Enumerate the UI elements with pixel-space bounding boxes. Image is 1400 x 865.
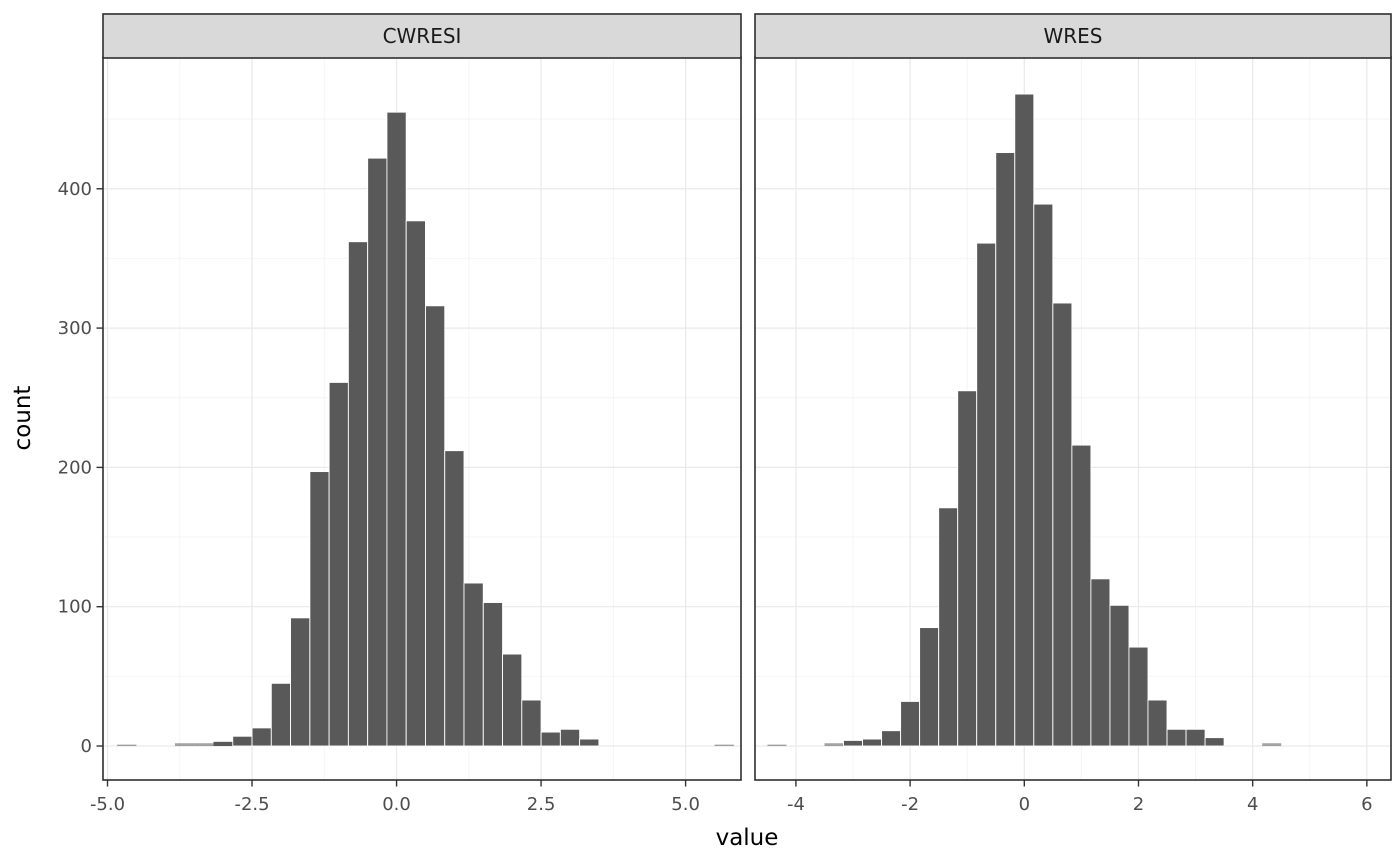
x-tick-label: 6	[1361, 794, 1372, 815]
histogram-bar	[502, 653, 523, 747]
histogram-bar	[328, 381, 349, 747]
histogram-bar	[767, 744, 787, 747]
histogram-bar	[995, 152, 1016, 747]
histogram-bar	[1033, 203, 1054, 747]
facet-panel-cwresi: -5.0 -2.5 0.0 2.5 5.0 0 100 200 300 400	[58, 56, 742, 815]
y-tick-label: 200	[58, 457, 92, 478]
histogram-bar	[1128, 646, 1149, 747]
y-tick-label: 0	[81, 736, 92, 757]
histogram-bar	[367, 157, 388, 747]
histogram-bar	[714, 744, 734, 747]
histogram-bar	[444, 450, 465, 747]
x-tick-label: -2.5	[234, 794, 269, 815]
histogram-bar	[425, 305, 446, 747]
histogram-bar	[1090, 578, 1111, 747]
facet-strip-label-wres: WRES	[1043, 24, 1102, 48]
y-tick-label: 400	[58, 179, 92, 200]
x-axis-title: value	[716, 825, 779, 851]
histogram-bar	[405, 220, 426, 747]
histogram-bar	[1147, 699, 1168, 747]
histogram-bar	[117, 744, 137, 747]
histogram-bar	[976, 242, 997, 747]
histogram-bar	[309, 471, 330, 747]
histogram-bar	[386, 111, 407, 747]
x-tick-label: 0.0	[382, 794, 411, 815]
histogram-bar	[270, 682, 292, 747]
histogram-bar	[174, 743, 195, 747]
x-tick-label: -4	[787, 794, 805, 815]
histogram-bar	[1071, 444, 1092, 747]
histogram-bar	[919, 627, 940, 747]
histogram-bar	[1185, 728, 1206, 747]
y-axis-title: count	[10, 386, 36, 451]
histogram-bar	[900, 700, 921, 747]
histogram-bar	[862, 738, 883, 747]
x-tick-label: 4	[1247, 794, 1258, 815]
histogram-bar	[938, 507, 959, 747]
y-tick-label: 300	[58, 318, 92, 339]
histogram-bar	[1014, 93, 1035, 747]
histogram-bar	[559, 728, 581, 747]
facet-strip-wres	[754, 13, 1392, 59]
histogram-bar	[213, 741, 233, 747]
histogram-bar	[347, 241, 369, 747]
facet-panel-wres: -4 -2 0 2 4 6	[754, 56, 1392, 815]
x-tick-label: 2	[1133, 794, 1144, 815]
histogram-bar	[251, 727, 272, 747]
histogram-bar	[290, 617, 311, 747]
histogram-bar	[1204, 737, 1225, 747]
histogram-bar	[1052, 302, 1073, 747]
x-tick-label: -5.0	[90, 794, 125, 815]
histogram-bar	[1262, 743, 1282, 747]
x-tick-label: 0	[1019, 794, 1030, 815]
y-tick-label: 100	[58, 597, 92, 618]
facet-strip-cwresi	[102, 13, 742, 59]
histogram-bar	[579, 738, 600, 747]
histogram-bar	[482, 602, 504, 747]
histogram-bar	[1166, 728, 1187, 747]
x-tick-label: -2	[901, 794, 919, 815]
histogram-bar	[463, 582, 484, 747]
histogram-bar	[881, 730, 902, 747]
x-tick-label: 5.0	[671, 794, 700, 815]
facet-strip-label-cwresi: CWRESI	[383, 24, 462, 48]
histogram-bar	[194, 743, 214, 747]
histogram-bar	[232, 735, 253, 747]
x-tick-label: 2.5	[527, 794, 556, 815]
histogram-bar	[1109, 604, 1130, 747]
histogram-bar	[540, 731, 561, 747]
histogram-bar	[843, 739, 863, 747]
histogram-bar	[824, 743, 844, 747]
histogram-bar	[521, 699, 542, 747]
histogram-bar	[957, 390, 978, 747]
